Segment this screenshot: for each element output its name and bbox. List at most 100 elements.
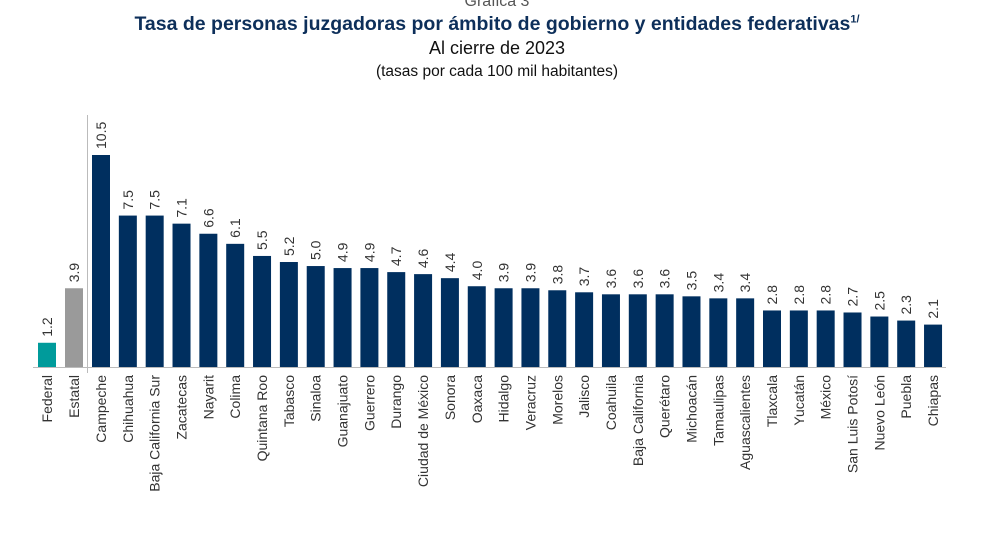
data-label: 4.4 — [442, 252, 458, 272]
data-label: 3.6 — [630, 269, 646, 289]
data-label: 4.6 — [415, 248, 431, 268]
data-label: 4.0 — [469, 261, 485, 281]
chart-title-text: Tasa de personas juzgadoras por ámbito d… — [134, 13, 851, 35]
data-label: 2.8 — [818, 285, 834, 305]
category-label: Michoacán — [683, 375, 699, 443]
bar — [736, 298, 755, 367]
category-label: Nuevo León — [871, 375, 887, 451]
category-label: Sinaloa — [308, 375, 324, 422]
category-label: Baja California — [630, 375, 646, 466]
bar — [870, 316, 889, 367]
bar — [145, 215, 164, 367]
category-label: Morelos — [549, 375, 565, 425]
category-label: Quintana Roo — [254, 375, 270, 462]
category-label: Querétaro — [657, 375, 673, 438]
category-label: Veracruz — [522, 375, 538, 430]
figure-label: Gráfica 3 — [464, 0, 530, 10]
bar — [414, 274, 433, 367]
bar — [628, 294, 647, 367]
data-label: 5.2 — [281, 236, 297, 256]
bar — [199, 233, 218, 367]
bar — [763, 310, 781, 367]
bar — [172, 223, 191, 367]
data-label: 2.8 — [791, 285, 807, 305]
data-label: 3.9 — [496, 263, 512, 283]
data-label: 7.5 — [120, 190, 136, 210]
chart-title: Tasa de personas juzgadoras por ámbito d… — [0, 13, 994, 36]
bar — [306, 266, 325, 367]
category-label: Tlaxcala — [764, 375, 780, 427]
data-label: 5.0 — [308, 240, 324, 260]
category-label: Tamaulipas — [710, 375, 726, 446]
bar — [655, 294, 674, 367]
bar — [601, 294, 620, 367]
data-label: 5.5 — [254, 230, 270, 250]
data-label: 3.6 — [603, 269, 619, 289]
bar — [816, 310, 835, 367]
category-label: Sonora — [442, 375, 458, 420]
bar — [924, 324, 943, 367]
bar — [253, 255, 272, 367]
bar — [789, 310, 808, 367]
data-label: 3.8 — [549, 265, 565, 285]
category-label: Guanajuato — [335, 375, 351, 448]
category-label: Nayarit — [200, 375, 216, 419]
data-label: 3.7 — [576, 267, 592, 287]
category-label: México — [818, 375, 834, 420]
data-label: 3.9 — [66, 263, 82, 283]
data-label: 2.1 — [925, 299, 941, 319]
bar — [92, 155, 110, 367]
data-label: 1.2 — [39, 317, 55, 337]
category-label: Aguascalientes — [737, 375, 753, 470]
data-label: 4.9 — [361, 242, 377, 262]
category-label: Oaxaca — [469, 375, 485, 423]
category-label: Puebla — [898, 375, 914, 419]
category-label: Campeche — [93, 375, 109, 443]
category-label: Yucatán — [791, 375, 807, 426]
bar — [118, 215, 137, 367]
category-label: Hidalgo — [496, 375, 512, 423]
bar — [843, 312, 862, 367]
bar — [387, 272, 406, 367]
category-label: Chihuahua — [120, 375, 136, 443]
data-label: 3.4 — [737, 273, 753, 293]
data-label: 4.9 — [335, 242, 351, 262]
data-label: 6.1 — [227, 218, 243, 238]
category-label: Estatal — [66, 375, 82, 418]
bar — [682, 296, 701, 367]
data-label: 2.8 — [764, 285, 780, 305]
data-label: 2.5 — [871, 291, 887, 311]
bar — [333, 268, 352, 367]
bar — [494, 288, 513, 367]
bar — [440, 278, 459, 367]
data-label: 3.4 — [710, 273, 726, 293]
bar — [548, 290, 567, 367]
bar — [38, 342, 56, 367]
category-label: San Luis Potosí — [845, 375, 861, 473]
bar — [226, 243, 245, 367]
data-label: 4.7 — [388, 246, 404, 266]
bar — [467, 286, 486, 367]
category-label: Guerrero — [361, 375, 377, 431]
title-footnote-mark: 1/ — [850, 13, 860, 26]
category-label: Coahuila — [603, 375, 619, 430]
bar — [360, 268, 379, 367]
chart-subtitle: Al cierre de 2023 — [428, 38, 566, 58]
bar — [575, 292, 594, 367]
category-label: Jalisco — [576, 375, 592, 418]
data-label: 7.5 — [147, 190, 163, 210]
data-label: 7.1 — [174, 198, 190, 218]
category-label: Chiapas — [925, 375, 941, 426]
bar — [709, 298, 728, 367]
data-label: 2.3 — [898, 295, 914, 315]
category-label: Federal — [39, 375, 55, 422]
bar — [897, 320, 916, 367]
bar — [521, 288, 540, 367]
bar — [65, 288, 83, 367]
data-label: 3.6 — [657, 269, 673, 289]
chart-unit-note: (tasas por cada 100 mil habitantes) — [375, 63, 619, 80]
data-label: 3.9 — [522, 263, 538, 283]
category-label: Zacatecas — [174, 375, 190, 440]
category-label: Ciudad de México — [415, 375, 431, 487]
